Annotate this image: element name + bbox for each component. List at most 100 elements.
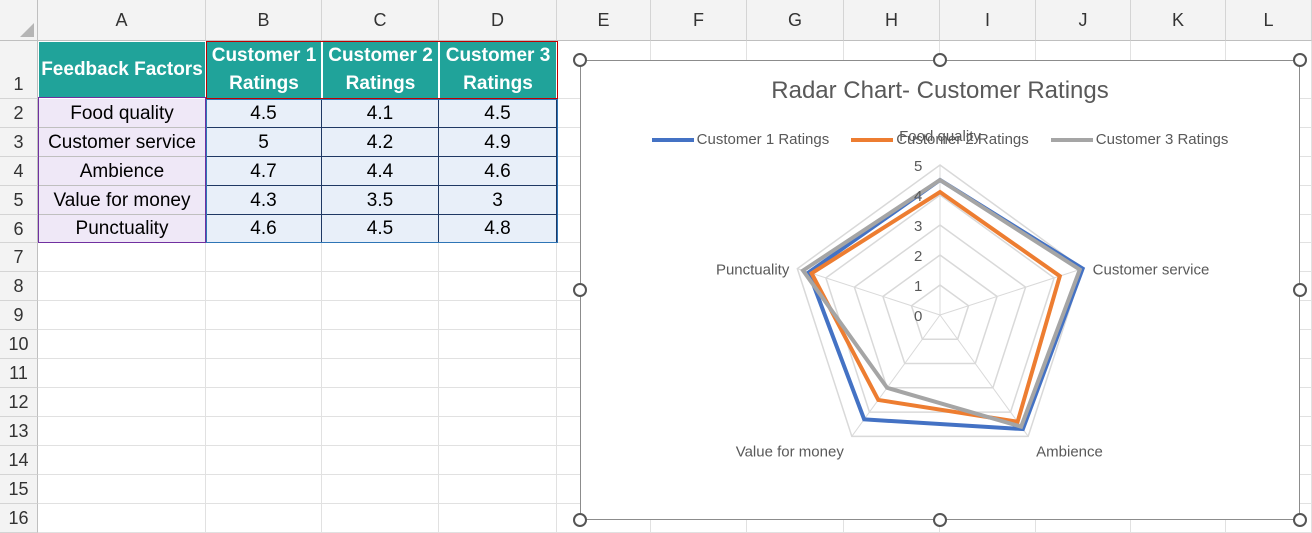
row-header-3[interactable]: 3 [0,128,38,157]
category-label: Ambience [1036,443,1103,460]
column-header-F[interactable]: F [651,0,747,41]
series-line-1 [806,177,1086,432]
legend-swatch [1050,137,1093,142]
resize-handle[interactable] [1293,283,1307,297]
axis-tick-label: 3 [914,218,922,235]
column-header-K[interactable]: K [1131,0,1226,41]
rating-cell[interactable]: 4.7 [206,157,322,186]
table-header-cell[interactable]: Customer 2 Ratings [322,41,439,99]
rating-cell[interactable]: 4.8 [439,215,557,243]
axis-tick-label: 4 [914,188,922,205]
column-header-B[interactable]: B [206,0,322,41]
legend-label: Customer 1 Ratings [696,131,830,148]
legend-item[interactable]: Customer 1 Ratings [651,131,830,148]
category-label: Food quality [899,128,981,145]
legend-item[interactable]: Customer 2 Ratings [851,131,1029,148]
factor-cell[interactable]: Customer service [38,128,206,157]
radar-spoke [851,314,941,437]
column-header-D[interactable]: D [439,0,557,41]
factor-cell[interactable]: Ambience [38,157,206,186]
rating-cell[interactable]: 4.6 [206,215,322,243]
column-header-A[interactable]: A [38,0,206,41]
row-header-16[interactable]: 16 [0,504,38,533]
radar-spoke [939,314,1029,437]
row-header-4[interactable]: 4 [0,157,38,186]
legend-item[interactable]: Customer 3 Ratings [1050,131,1229,148]
row-header-5[interactable]: 5 [0,186,38,215]
rating-cell[interactable]: 4.5 [322,215,439,243]
row-header-12[interactable]: 12 [0,388,38,417]
select-all-corner[interactable] [0,0,38,41]
series-line-3 [800,177,1083,430]
legend-swatch [851,137,894,142]
category-label: Value for money [736,443,845,460]
factor-cell[interactable]: Punctuality [38,215,206,243]
table-header-cell[interactable]: Customer 3 Ratings [439,41,557,99]
column-header-G[interactable]: G [747,0,844,41]
resize-handle[interactable] [1293,513,1307,527]
row-header-8[interactable]: 8 [0,272,38,301]
axis-tick-label: 5 [914,158,922,175]
row-header-15[interactable]: 15 [0,475,38,504]
column-header-H[interactable]: H [844,0,940,41]
rating-cell[interactable]: 4.5 [439,99,557,128]
axis-tick-label: 0 [914,308,922,325]
rating-cell[interactable]: 4.4 [322,157,439,186]
resize-handle[interactable] [573,53,587,67]
row-header-13[interactable]: 13 [0,417,38,446]
table-header-cell[interactable]: Customer 1 Ratings [206,41,322,99]
row-header-14[interactable]: 14 [0,446,38,475]
radar-spoke [797,268,941,316]
radar-gridline [853,224,1027,389]
rating-cell[interactable]: 4.5 [206,99,322,128]
row-header-6[interactable]: 6 [0,215,38,243]
radar-plot: 0 1 2 3 4 5 Food quality Customer service Ambien… [716,128,1209,460]
series-line-2 [808,189,1063,425]
row-header-2[interactable]: 2 [0,99,38,128]
axis-tick-label: 2 [914,248,922,265]
row-header-11[interactable]: 11 [0,359,38,388]
factor-cell[interactable]: Food quality [38,99,206,128]
axis-tick-label: 1 [914,278,922,295]
column-header-I[interactable]: I [940,0,1036,41]
rating-cell[interactable]: 3.5 [322,186,439,215]
chart-title[interactable]: Radar Chart- Customer Ratings [771,77,1109,104]
legend-swatch [651,137,694,142]
gridline-vertical [556,41,557,533]
radar-gridline [796,164,1084,438]
factor-cell[interactable]: Value for money [38,186,206,215]
column-header-E[interactable]: E [557,0,651,41]
select-all-triangle-icon [20,23,34,37]
resize-handle[interactable] [573,283,587,297]
rating-cell[interactable]: 4.2 [322,128,439,157]
row-header-7[interactable]: 7 [0,243,38,272]
chart-legend[interactable]: Customer 1 Ratings Customer 2 Ratings Cust… [581,131,1299,148]
rating-cell[interactable]: 4.1 [322,99,439,128]
radar-gridline [910,284,970,341]
gridline-vertical [205,41,206,533]
gridline-vertical [438,41,439,533]
resize-handle[interactable] [933,53,947,67]
rating-cell[interactable]: 4.6 [439,157,557,186]
table-header-cell[interactable]: Feedback Factors [38,41,206,99]
resize-handle[interactable] [1293,53,1307,67]
radar-gridline [824,194,1056,413]
column-header-C[interactable]: C [322,0,439,41]
gridline-vertical [321,41,322,533]
column-header-L[interactable]: L [1226,0,1312,41]
resize-handle[interactable] [933,513,947,527]
rating-cell[interactable]: 4.9 [439,128,557,157]
resize-handle[interactable] [573,513,587,527]
category-label: Punctuality [716,262,790,279]
row-header-10[interactable]: 10 [0,330,38,359]
legend-label: Customer 2 Ratings [896,131,1029,148]
rating-cell[interactable]: 4.3 [206,186,322,215]
legend-label: Customer 3 Ratings [1095,131,1229,148]
rating-cell[interactable]: 3 [439,186,557,215]
radar-gridline [882,254,998,365]
row-header-9[interactable]: 9 [0,301,38,330]
column-header-J[interactable]: J [1036,0,1131,41]
rating-cell[interactable]: 5 [206,128,322,157]
row-header-1[interactable]: 1 [0,41,38,99]
radar-chart[interactable]: 0 1 2 3 4 5 Food quality Customer service Ambien… [580,60,1300,520]
